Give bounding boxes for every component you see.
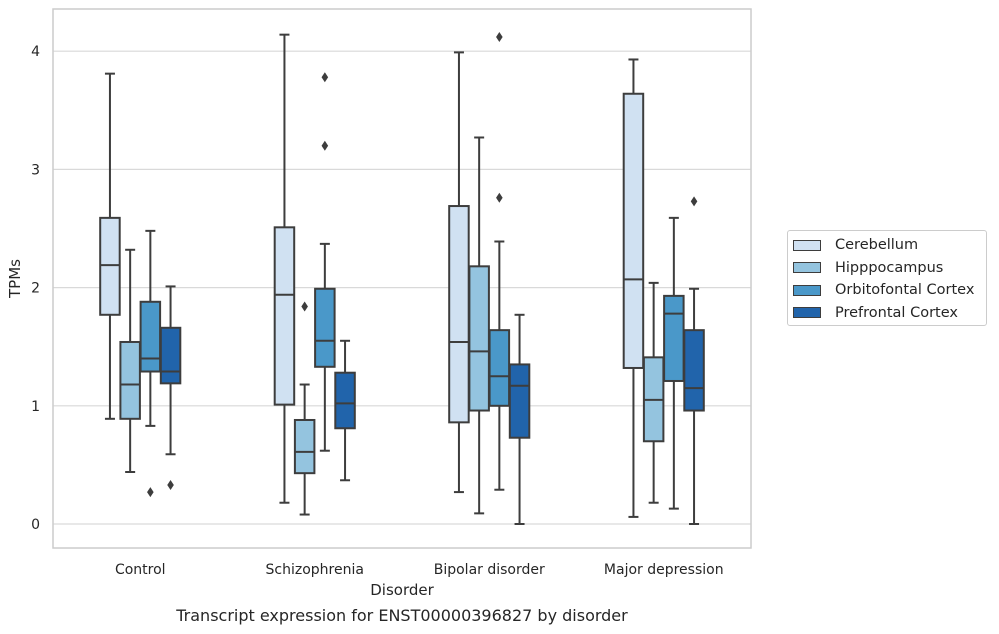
box [448,205,470,424]
box [663,294,685,382]
legend-label: Cerebellum [835,237,919,253]
legend: Cerebellum Hipppocampus Orbitofontal Corte… [787,230,987,326]
box-group [683,196,705,525]
legend-swatch [793,262,821,273]
box-group [663,216,685,510]
box [99,216,121,316]
box-group [159,285,182,490]
y-tick-label: 0 [31,517,40,533]
x-tick-label: Control [115,562,166,578]
box [468,265,490,412]
y-tick-label: 3 [31,162,40,178]
box-group [119,248,141,473]
box-layer [99,32,705,525]
box-group [334,339,356,482]
outlier-point [690,196,698,207]
chart-caption: Transcript expression for ENST0000039682… [176,606,628,625]
y-tick-label: 4 [31,44,40,60]
gridlines [53,50,751,525]
legend-item: Prefrontal Cortex [793,303,958,323]
outlier-point [147,487,154,498]
box-group [139,229,162,498]
box-group [622,58,645,518]
box [139,300,162,373]
legend-label: Hipppocampus [835,259,944,276]
box [314,287,336,368]
x-tick-label: Major depression [604,562,724,578]
outlier-point [496,192,503,203]
x-tick-label: Bipolar disorder [434,562,545,578]
outlier-point [496,32,503,43]
outlier-point [301,301,308,312]
box-group [99,72,121,420]
legend-item: Hipppocampus [793,258,943,278]
box [683,329,705,412]
y-tick-label: 1 [31,399,40,415]
box [273,226,296,406]
box [119,340,141,420]
box-group [468,136,490,515]
x-tick-labels: Control Schizophrenia Bipolar disorder Majo… [115,562,724,578]
box [334,371,356,430]
legend-swatch [793,307,821,318]
outlier-point [321,140,329,151]
legend-item: Orbitofontal Cortex [793,280,974,300]
y-axis-label: TPMs [6,259,24,299]
box-group [488,32,511,491]
box [622,92,645,369]
plot-frame [52,8,752,549]
x-axis-label: Disorder [370,581,434,599]
legend-label: Prefrontal Cortex [835,304,958,321]
y-tick-labels: 0 1 2 3 4 [31,44,40,533]
legend-swatch [793,239,821,251]
box-group [642,281,665,504]
y-tick-label: 2 [31,281,40,297]
box-group [293,301,316,516]
box-group [273,33,296,504]
legend-label: Orbitofontal Cortex [835,282,975,298]
outlier-point [321,72,329,83]
legend-item: Cerebellum [793,235,918,255]
box [508,363,531,439]
legend-swatch [793,284,821,296]
x-tick-label: Schizophrenia [266,562,364,578]
box-group [508,313,531,525]
box [488,329,511,407]
box-group [448,51,470,494]
box [159,326,182,385]
box [293,418,316,475]
outlier-point [167,479,174,490]
box-group [314,72,336,452]
